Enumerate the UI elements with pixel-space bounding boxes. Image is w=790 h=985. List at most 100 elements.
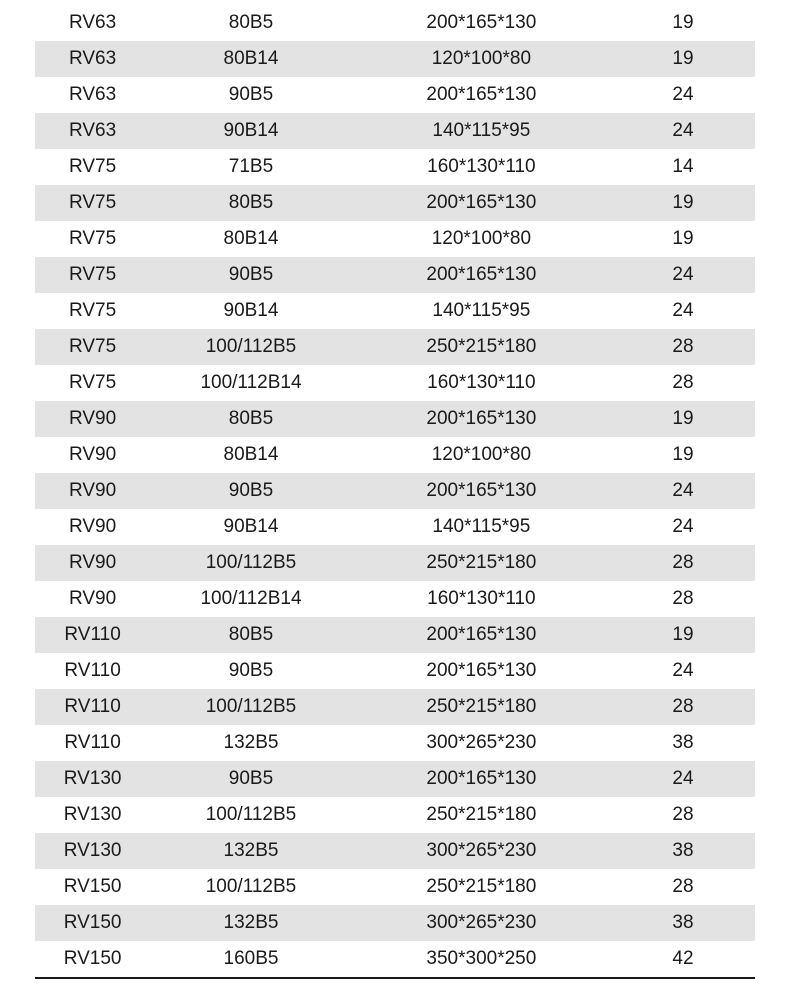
cell-shaft: 24: [611, 653, 755, 689]
cell-shaft: 19: [611, 617, 755, 653]
table-row: RV110100/112B5250*215*18028: [35, 689, 755, 725]
cell-shaft: 28: [611, 545, 755, 581]
cell-model: RV75: [35, 185, 150, 221]
cell-flange: 80B5: [150, 401, 352, 437]
cell-model: RV110: [35, 653, 150, 689]
cell-shaft: 24: [611, 113, 755, 149]
cell-model: RV90: [35, 401, 150, 437]
cell-shaft: 19: [611, 41, 755, 77]
cell-shaft: 24: [611, 473, 755, 509]
cell-dimensions: 200*165*130: [352, 185, 611, 221]
table-row: RV6390B5200*165*13024: [35, 77, 755, 113]
cell-dimensions: 200*165*130: [352, 617, 611, 653]
table-row: RV150160B5350*300*25042: [35, 941, 755, 978]
cell-flange: 80B5: [150, 5, 352, 41]
cell-dimensions: 160*130*110: [352, 365, 611, 401]
cell-shaft: 28: [611, 329, 755, 365]
cell-model: RV75: [35, 365, 150, 401]
cell-dimensions: 250*215*180: [352, 869, 611, 905]
cell-shaft: 28: [611, 365, 755, 401]
cell-flange: 100/112B14: [150, 365, 352, 401]
cell-dimensions: 200*165*130: [352, 473, 611, 509]
cell-flange: 160B5: [150, 941, 352, 978]
cell-model: RV90: [35, 509, 150, 545]
cell-shaft: 24: [611, 257, 755, 293]
cell-shaft: 28: [611, 581, 755, 617]
cell-shaft: 24: [611, 293, 755, 329]
cell-dimensions: 140*115*95: [352, 293, 611, 329]
cell-model: RV130: [35, 797, 150, 833]
cell-flange: 90B5: [150, 653, 352, 689]
cell-dimensions: 200*165*130: [352, 77, 611, 113]
cell-shaft: 38: [611, 905, 755, 941]
table-row: RV7590B14140*115*9524: [35, 293, 755, 329]
cell-model: RV150: [35, 869, 150, 905]
cell-dimensions: 200*165*130: [352, 5, 611, 41]
cell-shaft: 38: [611, 725, 755, 761]
spec-table-container: RV6380B5200*165*13019RV6380B14120*100*80…: [35, 0, 755, 979]
table-row: RV7590B5200*165*13024: [35, 257, 755, 293]
table-row: RV6380B14120*100*8019: [35, 41, 755, 77]
cell-flange: 132B5: [150, 725, 352, 761]
table-row: RV130100/112B5250*215*18028: [35, 797, 755, 833]
cell-flange: 80B14: [150, 437, 352, 473]
cell-model: RV110: [35, 725, 150, 761]
cell-flange: 100/112B14: [150, 581, 352, 617]
cell-shaft: 19: [611, 401, 755, 437]
cell-flange: 100/112B5: [150, 545, 352, 581]
cell-dimensions: 200*165*130: [352, 653, 611, 689]
table-row: RV130132B5300*265*23038: [35, 833, 755, 869]
cell-dimensions: 120*100*80: [352, 437, 611, 473]
cell-model: RV130: [35, 833, 150, 869]
table-row: RV150100/112B5250*215*18028: [35, 869, 755, 905]
cell-dimensions: 120*100*80: [352, 41, 611, 77]
cell-flange: 90B5: [150, 77, 352, 113]
cell-model: RV90: [35, 437, 150, 473]
cell-flange: 90B14: [150, 509, 352, 545]
cell-dimensions: 250*215*180: [352, 797, 611, 833]
cell-dimensions: 140*115*95: [352, 509, 611, 545]
cell-flange: 90B14: [150, 293, 352, 329]
cell-flange: 80B5: [150, 185, 352, 221]
table-row: RV9080B5200*165*13019: [35, 401, 755, 437]
table-row: RV13090B5200*165*13024: [35, 761, 755, 797]
cell-shaft: 28: [611, 689, 755, 725]
cell-model: RV75: [35, 293, 150, 329]
cell-flange: 80B14: [150, 41, 352, 77]
cell-model: RV75: [35, 221, 150, 257]
table-row: RV75100/112B14160*130*11028: [35, 365, 755, 401]
cell-shaft: 28: [611, 869, 755, 905]
cell-dimensions: 250*215*180: [352, 545, 611, 581]
cell-shaft: 28: [611, 797, 755, 833]
cell-flange: 71B5: [150, 149, 352, 185]
cell-shaft: 38: [611, 833, 755, 869]
cell-model: RV150: [35, 905, 150, 941]
cell-shaft: 19: [611, 185, 755, 221]
cell-model: RV75: [35, 257, 150, 293]
spec-table-body: RV6380B5200*165*13019RV6380B14120*100*80…: [35, 5, 755, 978]
cell-shaft: 24: [611, 761, 755, 797]
cell-flange: 100/112B5: [150, 797, 352, 833]
cell-dimensions: 300*265*230: [352, 725, 611, 761]
cell-model: RV150: [35, 941, 150, 978]
table-row: RV7580B5200*165*13019: [35, 185, 755, 221]
cell-dimensions: 250*215*180: [352, 329, 611, 365]
table-row: RV150132B5300*265*23038: [35, 905, 755, 941]
spec-table: RV6380B5200*165*13019RV6380B14120*100*80…: [35, 5, 755, 979]
cell-shaft: 19: [611, 437, 755, 473]
cell-model: RV75: [35, 149, 150, 185]
cell-dimensions: 160*130*110: [352, 149, 611, 185]
cell-shaft: 19: [611, 5, 755, 41]
cell-dimensions: 200*165*130: [352, 257, 611, 293]
cell-flange: 90B14: [150, 113, 352, 149]
cell-flange: 132B5: [150, 905, 352, 941]
table-row: RV90100/112B14160*130*11028: [35, 581, 755, 617]
table-row: RV9090B14140*115*9524: [35, 509, 755, 545]
cell-flange: 100/112B5: [150, 869, 352, 905]
table-row: RV11080B5200*165*13019: [35, 617, 755, 653]
cell-dimensions: 140*115*95: [352, 113, 611, 149]
cell-dimensions: 120*100*80: [352, 221, 611, 257]
table-row: RV7580B14120*100*8019: [35, 221, 755, 257]
cell-dimensions: 300*265*230: [352, 905, 611, 941]
cell-shaft: 24: [611, 509, 755, 545]
